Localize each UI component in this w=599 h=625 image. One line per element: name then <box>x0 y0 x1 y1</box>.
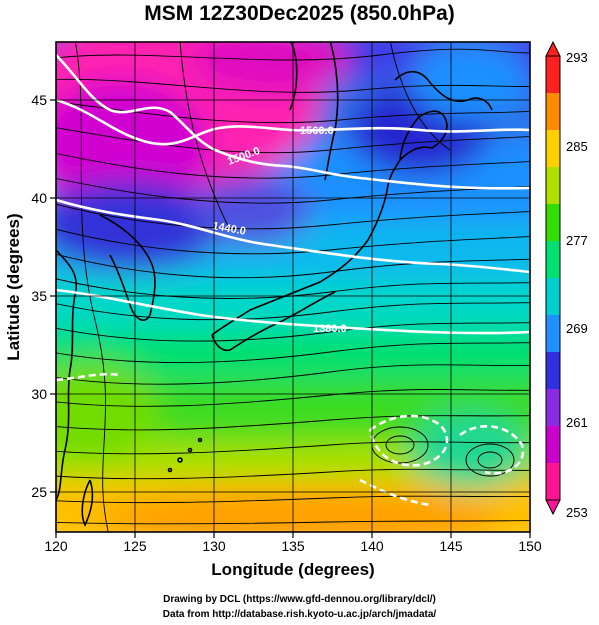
y-axis-label: Latitude (degrees) <box>4 213 23 361</box>
contour-label-1380: 1380.0 <box>313 323 347 335</box>
contour-line-1440 <box>56 198 530 274</box>
x-tick-label: 125 <box>123 538 147 554</box>
colorbar-tick-label: 253 <box>566 505 588 520</box>
y-tick-label: 30 <box>31 386 47 402</box>
contour-label-1560: 1560.0 <box>300 125 334 137</box>
colorbar-tick-label: 285 <box>566 139 588 154</box>
colorbar-segment <box>546 315 560 353</box>
colorbar-segments <box>546 56 560 501</box>
x-tick-label: 130 <box>202 538 226 554</box>
x-tick-label: 150 <box>518 538 542 554</box>
y-tick-label: 35 <box>31 288 47 304</box>
x-tick-label: 140 <box>360 538 384 554</box>
colorbar-segment <box>546 278 560 316</box>
x-tick-label: 145 <box>439 538 463 554</box>
map-title: MSM 12Z30Dec2025 (850.0hPa) <box>144 2 455 25</box>
contour-line-1560 <box>56 98 530 146</box>
colorbar-segment <box>546 130 560 168</box>
height-contours <box>56 54 530 507</box>
colorbar-segment <box>546 56 560 94</box>
axis-ticks <box>50 99 531 538</box>
colorbar-segment <box>546 352 560 390</box>
x-tick-labels: 120 125 130 135 140 145 150 <box>44 538 542 554</box>
credit-data: Data from http://database.rish.kyoto-u.a… <box>162 609 437 620</box>
colorbar-segment <box>546 167 560 205</box>
contour-label-1440: 1440.0 <box>211 220 246 238</box>
x-tick-label: 120 <box>44 538 68 554</box>
contour-line-1500 <box>56 54 530 190</box>
x-axis-label: Longitude (degrees) <box>211 560 375 579</box>
colorbar-frame <box>545 55 561 501</box>
colorbar-tick-label: 293 <box>566 50 588 65</box>
credit-drawing: Drawing by DCL (https://www.gfd-dennou.o… <box>163 594 436 605</box>
x-tick-label: 135 <box>281 538 305 554</box>
y-tick-label: 25 <box>31 484 47 500</box>
colorbar-segment <box>546 93 560 131</box>
colorbar-segment <box>546 389 560 427</box>
y-tick-label: 45 <box>31 92 47 108</box>
y-tick-label: 40 <box>31 190 47 206</box>
contour-line-1380 <box>56 288 530 335</box>
colorbar-max-arrow <box>545 40 561 57</box>
colorbar: 293 285 277 269 261 253 <box>545 40 588 520</box>
colorbar-tick-labels: 293 285 277 269 261 253 <box>566 50 588 520</box>
grid-lines <box>56 42 530 532</box>
colorbar-tick-label: 261 <box>566 415 588 430</box>
colorbar-segment <box>546 426 560 464</box>
colorbar-tick-label: 269 <box>566 321 588 336</box>
colorbar-segment <box>546 204 560 242</box>
temperature-field <box>56 42 530 532</box>
colorbar-min-arrow <box>545 499 561 516</box>
coastlines <box>56 42 493 527</box>
colorbar-segment <box>546 463 560 501</box>
colorbar-segment <box>546 241 560 279</box>
colorbar-tick-label: 277 <box>566 233 588 248</box>
y-tick-labels: 45 40 35 30 25 <box>31 92 47 500</box>
